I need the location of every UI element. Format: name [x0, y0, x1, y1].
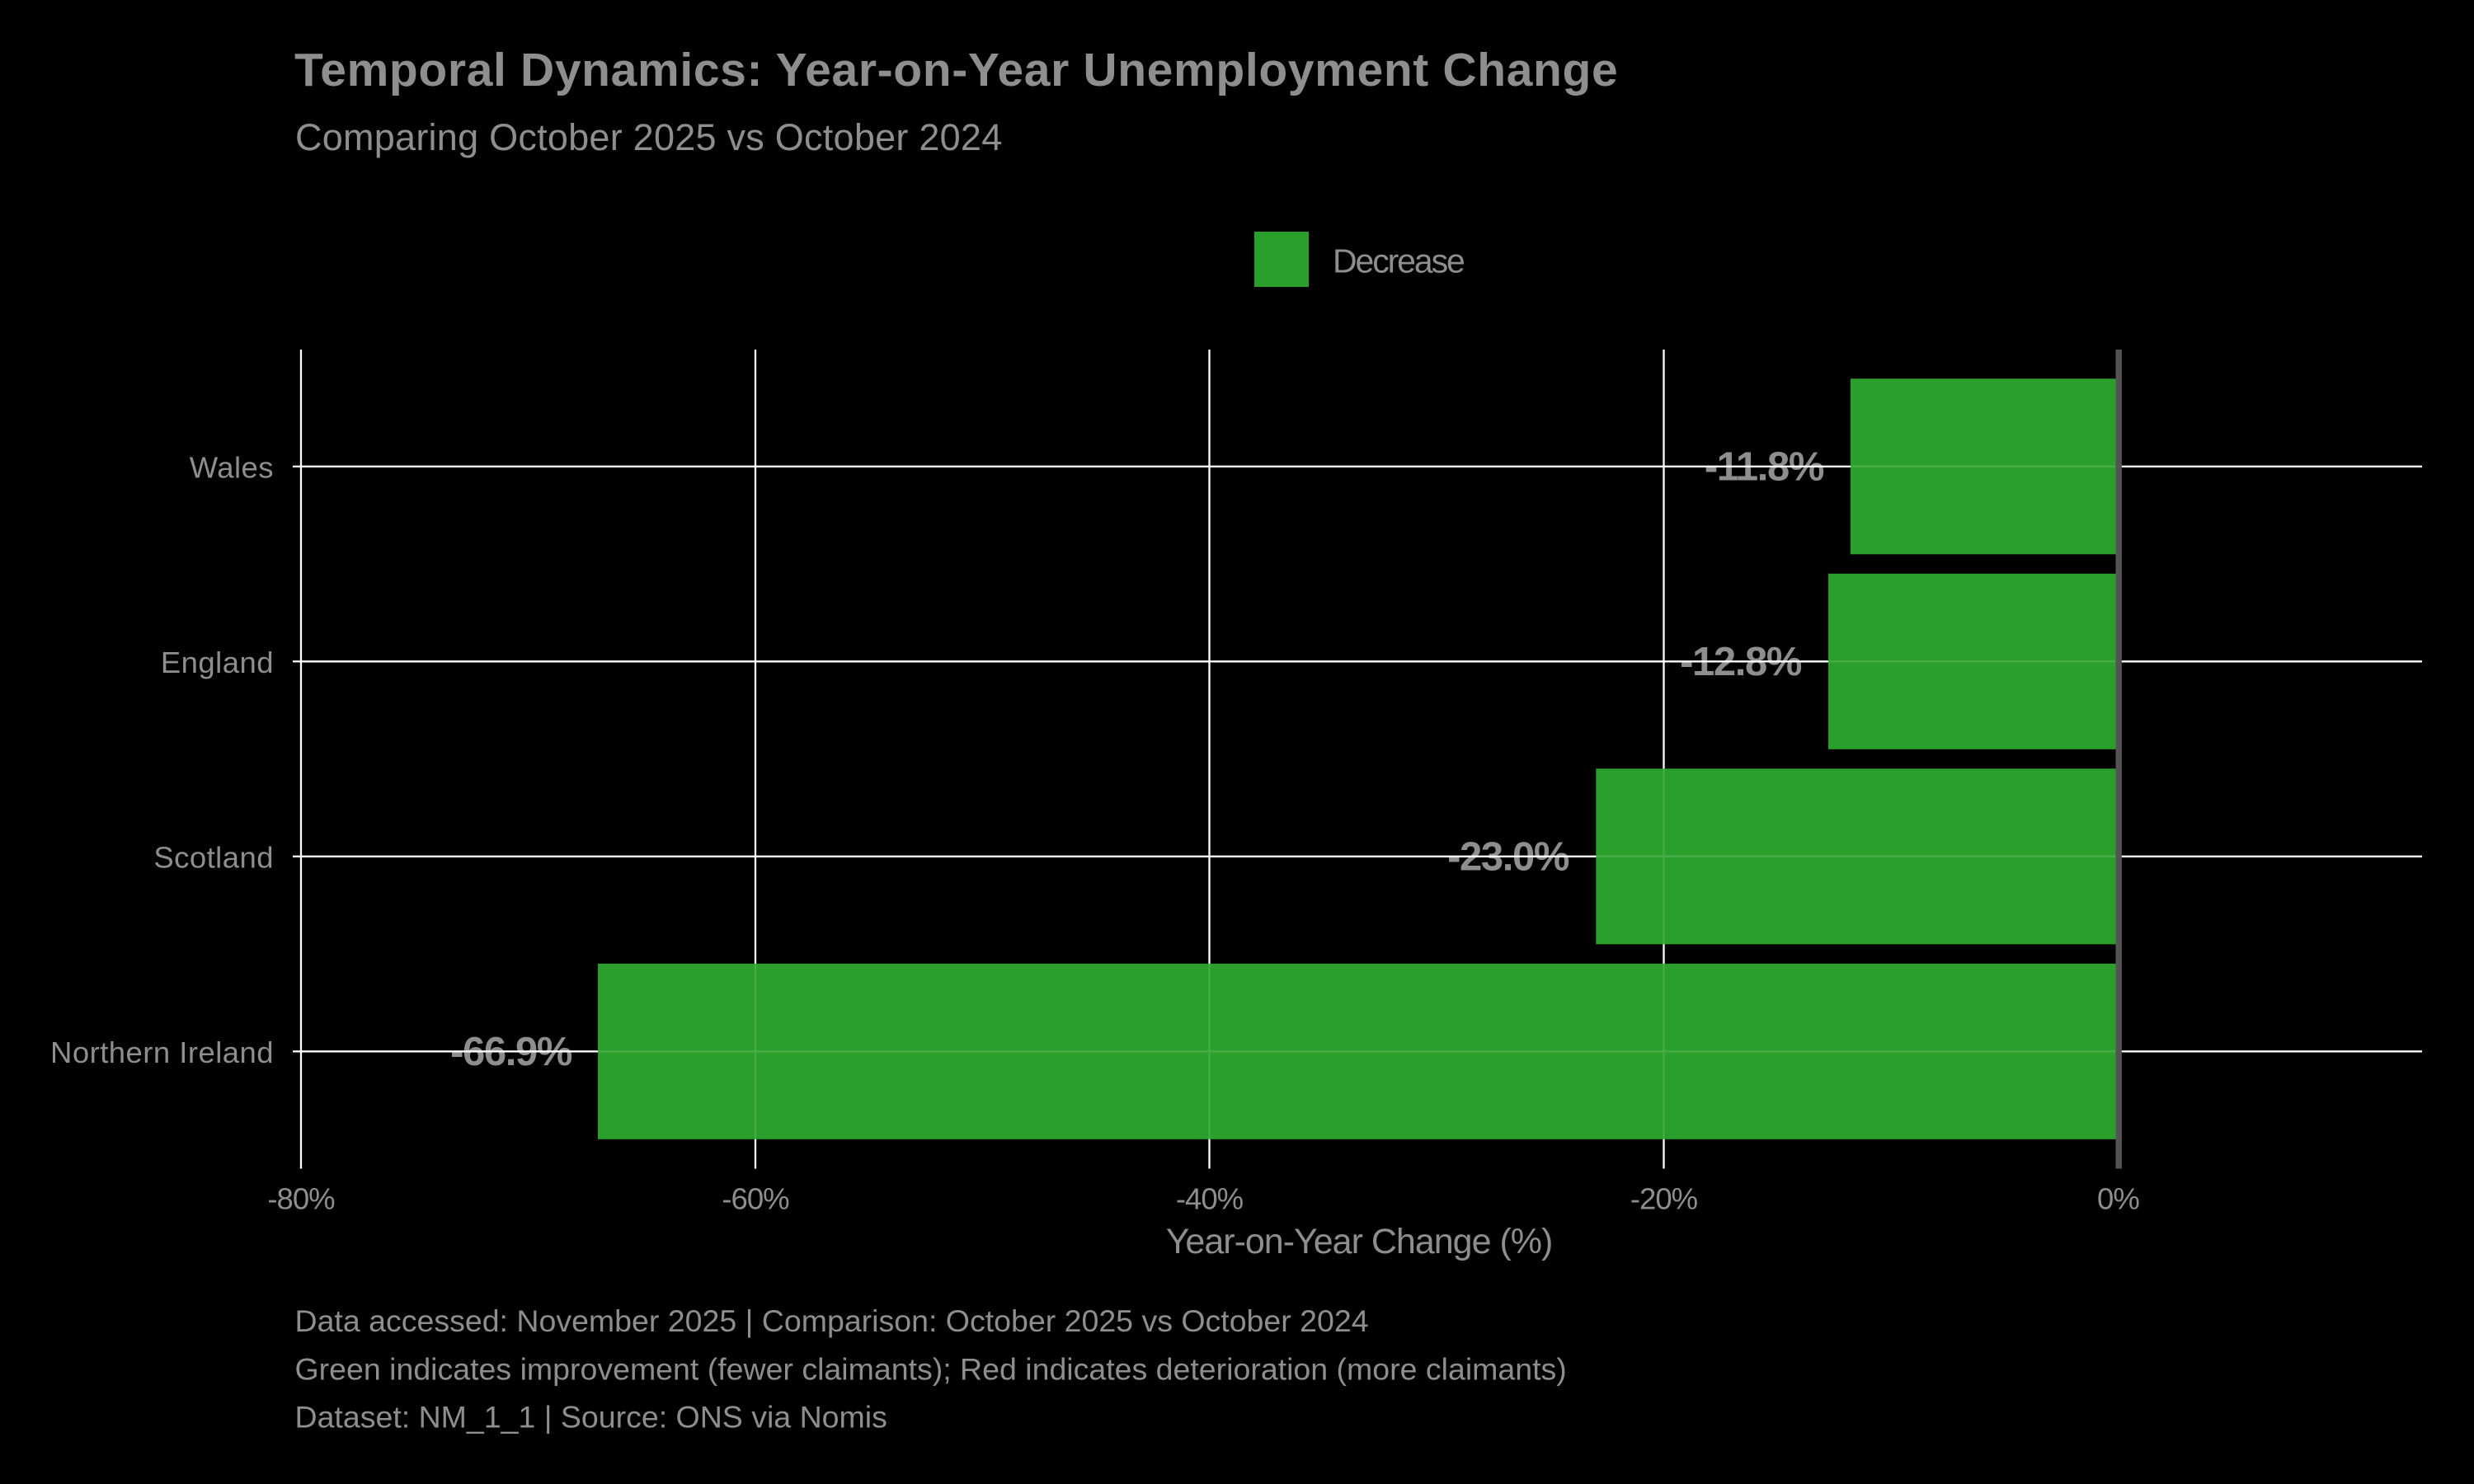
svg-text:Year-on-Year Change (%): Year-on-Year Change (%) — [1166, 1222, 1553, 1261]
svg-text:-80%: -80% — [267, 1182, 335, 1216]
svg-text:Dataset: NM_1_1 | Source: ONS: Dataset: NM_1_1 | Source: ONS via Nomis — [295, 1400, 887, 1435]
svg-text:Northern Ireland: Northern Ireland — [50, 1036, 274, 1069]
svg-text:England: England — [161, 646, 274, 679]
svg-text:Green indicates improvement (f: Green indicates improvement (fewer claim… — [295, 1351, 1567, 1386]
svg-text:Scotland: Scotland — [153, 841, 274, 875]
svg-text:-60%: -60% — [722, 1182, 789, 1216]
svg-text:Wales: Wales — [190, 451, 274, 485]
svg-text:Data accessed: November 2025 |: Data accessed: November 2025 | Compariso… — [295, 1303, 1369, 1338]
svg-text:Decrease: Decrease — [1333, 242, 1464, 280]
svg-text:Temporal Dynamics: Year-on-Yea: Temporal Dynamics: Year-on-Year Unemploy… — [294, 44, 1618, 96]
svg-text:-20%: -20% — [1630, 1182, 1698, 1216]
svg-text:Comparing October 2025 vs Octo: Comparing October 2025 vs October 2024 — [295, 116, 1002, 158]
svg-text:0%: 0% — [2097, 1182, 2139, 1216]
svg-text:-40%: -40% — [1176, 1182, 1244, 1216]
